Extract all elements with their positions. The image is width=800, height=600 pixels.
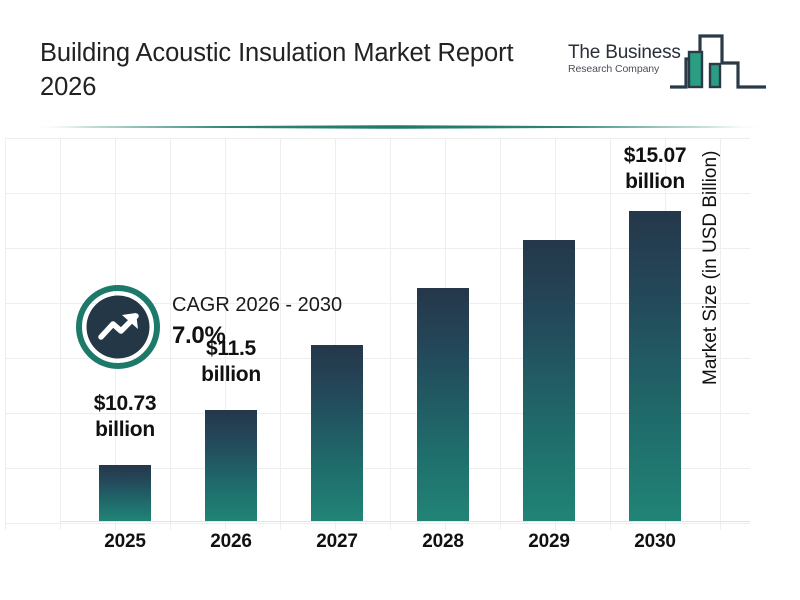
logo-line-1: The Business <box>568 42 681 63</box>
bar-value-unit-2030: billion <box>625 170 685 193</box>
bar-2025[interactable] <box>99 465 151 521</box>
bar-chart-logo-mark <box>670 34 766 89</box>
bar-value-unit-2026: billion <box>201 363 261 386</box>
bar-value-unit-2025: billion <box>95 418 155 441</box>
gridline-horizontal <box>5 358 750 359</box>
cagr-callout: CAGR 2026 - 2030 7.0% <box>76 285 396 375</box>
bar-value-label-2026: $11.5 billion <box>176 336 286 388</box>
gridline-horizontal <box>5 413 750 414</box>
x-axis-tick-2027: 2027 <box>316 531 358 552</box>
axis-baseline <box>60 521 750 522</box>
gridline-vertical <box>720 138 721 530</box>
market-size-bar-chart: $10.73 billion $11.5 billion $15.07 bill… <box>0 130 800 600</box>
logo-line-2: Research Company <box>568 63 660 75</box>
x-axis-tick-2029: 2029 <box>528 531 570 552</box>
page-title: Building Acoustic Insulation Market Repo… <box>40 39 514 101</box>
gridline-vertical <box>170 138 171 530</box>
x-axis-tick-2026: 2026 <box>210 531 252 552</box>
bar-value-label-2030: $15.07 billion <box>600 143 710 195</box>
gridline-vertical <box>5 138 6 530</box>
bar-value-amount-2026: $11.5 <box>206 337 256 360</box>
trending-up-icon <box>98 313 139 340</box>
x-axis-tick-2030: 2030 <box>634 531 676 552</box>
bar-value-amount-2030: $15.07 <box>623 144 687 167</box>
gridline-vertical <box>500 138 501 530</box>
gridline-horizontal <box>5 468 750 469</box>
bar-2030[interactable] <box>629 211 681 521</box>
bar-value-label-2025: $10.73 billion <box>70 391 180 443</box>
chart-plot-area: $10.73 billion $11.5 billion $15.07 bill… <box>0 130 800 600</box>
gridline-vertical <box>280 138 281 530</box>
bar-2029[interactable] <box>523 240 575 521</box>
bar-2027[interactable] <box>311 345 363 521</box>
gridline-vertical <box>60 138 61 530</box>
gridline-horizontal <box>5 303 750 304</box>
company-logo: The Business Research Company <box>566 30 766 102</box>
report-header: Building Acoustic Insulation Market Repo… <box>0 0 800 118</box>
bar-2026[interactable] <box>205 410 257 521</box>
cagr-value: 7.0% <box>172 322 226 349</box>
gridline-vertical <box>335 138 336 530</box>
bar-value-amount-2025: $10.73 <box>93 392 157 415</box>
gridline-horizontal <box>5 523 750 524</box>
bar-2028[interactable] <box>417 288 469 521</box>
x-axis-tick-2025: 2025 <box>104 531 146 552</box>
cagr-text-block: CAGR 2026 - 2030 7.0% <box>172 291 342 353</box>
x-axis-tick-2028: 2028 <box>422 531 464 552</box>
gridline-horizontal <box>5 248 750 249</box>
header-divider <box>30 125 770 129</box>
gridline-vertical <box>225 138 226 530</box>
logo-wordmark: The Business Research Company <box>568 42 686 76</box>
gridline-vertical <box>390 138 391 530</box>
gridline-vertical <box>610 138 611 530</box>
gridline-horizontal <box>5 138 750 139</box>
cagr-badge-icon <box>76 285 160 369</box>
gridline-horizontal <box>5 193 750 194</box>
y-axis-label: Market Size (in USD Billion) <box>700 150 721 385</box>
cagr-period-label: CAGR 2026 - 2030 <box>172 294 343 316</box>
